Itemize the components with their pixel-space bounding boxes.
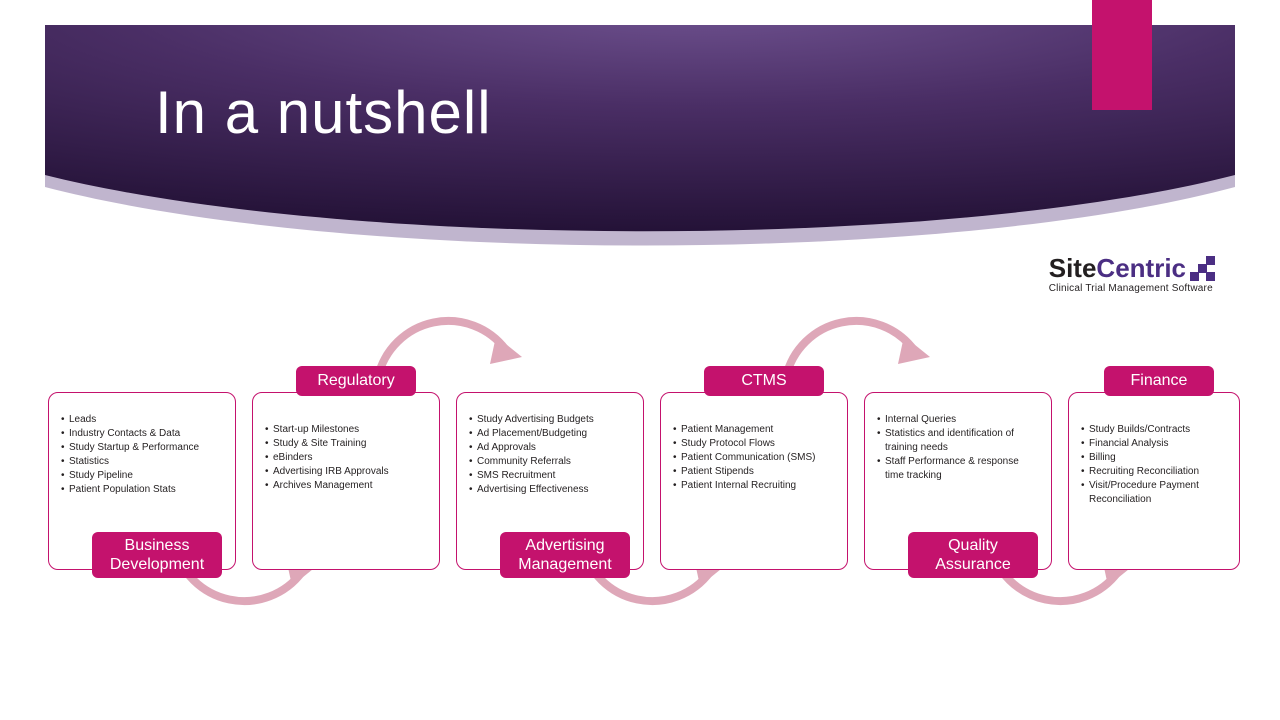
module-card-regulatory: Start-up MilestonesStudy & Site Training… [252, 392, 440, 570]
module-item: Archives Management [265, 479, 427, 493]
logo-mark-icon [1192, 256, 1216, 280]
module-items: Internal QueriesStatistics and identific… [877, 413, 1039, 483]
module-items: Study Builds/ContractsFinancial Analysis… [1081, 423, 1227, 507]
module-item: Internal Queries [877, 413, 1039, 427]
module-item: Study Advertising Budgets [469, 413, 631, 427]
module-label-qa: QualityAssurance [908, 532, 1038, 578]
module-item: Patient Stipends [673, 465, 835, 479]
module-item: Community Referrals [469, 455, 631, 469]
module-item: Advertising IRB Approvals [265, 465, 427, 479]
module-item: Study & Site Training [265, 437, 427, 451]
module-item: Patient Internal Recruiting [673, 479, 835, 493]
module-item: SMS Recruitment [469, 469, 631, 483]
module-item: Study Pipeline [61, 469, 223, 483]
module-item: Staff Performance & response time tracki… [877, 455, 1039, 483]
module-items: Start-up MilestonesStudy & Site Training… [265, 423, 427, 493]
module-item: Financial Analysis [1081, 437, 1227, 451]
module-label-biz-dev: BusinessDevelopment [92, 532, 222, 578]
module-item: Study Protocol Flows [673, 437, 835, 451]
module-items: Study Advertising BudgetsAd Placement/Bu… [469, 413, 631, 497]
module-item: Statistics [61, 455, 223, 469]
module-item: Patient Communication (SMS) [673, 451, 835, 465]
module-item: Study Startup & Performance [61, 441, 223, 455]
module-items: LeadsIndustry Contacts & DataStudy Start… [61, 413, 223, 497]
module-item: Ad Approvals [469, 441, 631, 455]
module-label-ctms: CTMS [704, 366, 824, 396]
module-item: Visit/Procedure Payment Reconciliation [1081, 479, 1227, 507]
module-label-finance: Finance [1104, 366, 1214, 396]
logo-row: SiteCentric [1049, 255, 1216, 281]
module-card-ctms: Patient ManagementStudy Protocol FlowsPa… [660, 392, 848, 570]
module-item: Billing [1081, 451, 1227, 465]
logo-part2: Centric [1096, 253, 1186, 283]
module-label-advertising: AdvertisingManagement [500, 532, 630, 578]
module-item: Leads [61, 413, 223, 427]
module-card-finance: Study Builds/ContractsFinancial Analysis… [1068, 392, 1240, 570]
page-title: In a nutshell [155, 78, 492, 147]
module-item: Recruiting Reconciliation [1081, 465, 1227, 479]
module-item: Industry Contacts & Data [61, 427, 223, 441]
module-item: eBinders [265, 451, 427, 465]
logo: SiteCentric Clinical Trial Management So… [1049, 255, 1216, 294]
module-item: Patient Population Stats [61, 483, 223, 497]
module-label-regulatory: Regulatory [296, 366, 416, 396]
logo-text: SiteCentric [1049, 255, 1186, 281]
logo-part1: Site [1049, 253, 1097, 283]
slide-stage: In a nutshell SiteCentric Clinical Trial… [0, 0, 1280, 720]
module-items: Patient ManagementStudy Protocol FlowsPa… [673, 423, 835, 493]
module-item: Advertising Effectiveness [469, 483, 631, 497]
bookmark-tab [1092, 0, 1152, 110]
module-item: Study Builds/Contracts [1081, 423, 1227, 437]
logo-subtitle: Clinical Trial Management Software [1049, 283, 1216, 294]
process-flow: LeadsIndustry Contacts & DataStudy Start… [0, 300, 1280, 700]
module-item: Ad Placement/Budgeting [469, 427, 631, 441]
module-item: Statistics and identification of trainin… [877, 427, 1039, 455]
module-item: Patient Management [673, 423, 835, 437]
module-item: Start-up Milestones [265, 423, 427, 437]
